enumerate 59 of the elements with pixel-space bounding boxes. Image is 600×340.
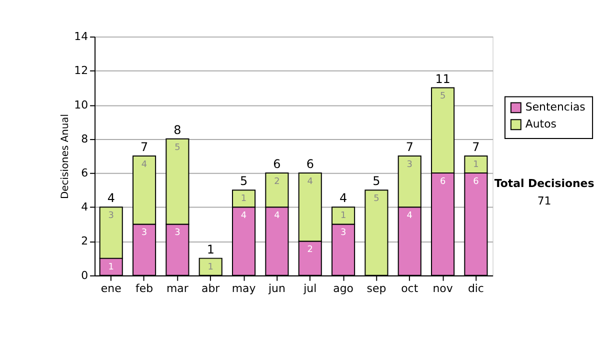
total-label: 7 — [406, 140, 414, 154]
x-tick-label: ene — [100, 282, 122, 295]
data-label: 2 — [307, 245, 313, 256]
data-label: 5 — [440, 92, 446, 102]
data-label: 1 — [108, 262, 114, 272]
y-tick-label: 4 — [81, 200, 88, 214]
data-label: 1 — [340, 211, 346, 222]
total-label: 7 — [472, 140, 480, 154]
y-tick-label: 6 — [81, 166, 88, 180]
total-label: 7 — [140, 140, 148, 154]
data-label: 3 — [174, 228, 180, 238]
x-tick-label: dic — [468, 282, 484, 295]
y-axis-title: Decisiones Anual — [60, 114, 72, 199]
text: 71 — [537, 194, 552, 208]
legend-label: Autos — [525, 118, 557, 131]
data-label: 2 — [274, 176, 280, 187]
y-tick-label: 0 — [81, 268, 88, 282]
data-label: 6 — [440, 176, 446, 187]
data-label: 4 — [274, 211, 280, 222]
x-tick-label: mar — [166, 282, 189, 295]
data-label: 3 — [141, 228, 148, 238]
data-label: 1 — [473, 160, 479, 170]
data-label: 1 — [208, 262, 214, 272]
y-tick-label: 14 — [74, 30, 88, 44]
data-label: 3 — [108, 211, 114, 222]
y-tick-label: 10 — [74, 98, 88, 112]
total-label: 1 — [206, 242, 214, 256]
x-tick-label: may — [232, 282, 256, 295]
y-tick-label: 8 — [81, 132, 88, 146]
x-tick-label: feb — [136, 282, 154, 295]
data-label: 3 — [340, 228, 346, 238]
data-label: 5 — [174, 142, 180, 153]
data-label: 4 — [307, 176, 314, 187]
total-label: 6 — [273, 157, 281, 172]
total-label: 4 — [107, 191, 115, 206]
x-tick-label: jun — [267, 282, 286, 295]
data-label: 5 — [374, 194, 380, 204]
data-label: 3 — [406, 160, 412, 170]
x-tick-label: oct — [401, 282, 419, 295]
total-label: 4 — [339, 191, 348, 206]
data-label: 1 — [240, 194, 247, 204]
x-tick-label: abr — [202, 282, 220, 295]
data-label: 4 — [406, 211, 413, 222]
data-label: 4 — [141, 160, 148, 170]
total-label: 11 — [435, 72, 450, 86]
total-label: 6 — [306, 157, 314, 172]
total-label: 8 — [174, 122, 182, 137]
y-tick-label: 2 — [81, 234, 88, 248]
legend-label: Sentencias — [525, 100, 586, 114]
total-label: 5 — [240, 174, 248, 188]
x-tick-label: sep — [366, 282, 386, 295]
data-label: 4 — [240, 211, 247, 222]
x-tick-label: ago — [333, 282, 354, 295]
y-tick-label: 12 — [74, 64, 88, 78]
total-label: 5 — [372, 174, 380, 188]
data-label: 6 — [473, 176, 480, 187]
x-tick-label: jul — [302, 282, 317, 295]
text: Total Decisiones — [494, 176, 594, 190]
x-tick-label: nov — [432, 282, 454, 295]
